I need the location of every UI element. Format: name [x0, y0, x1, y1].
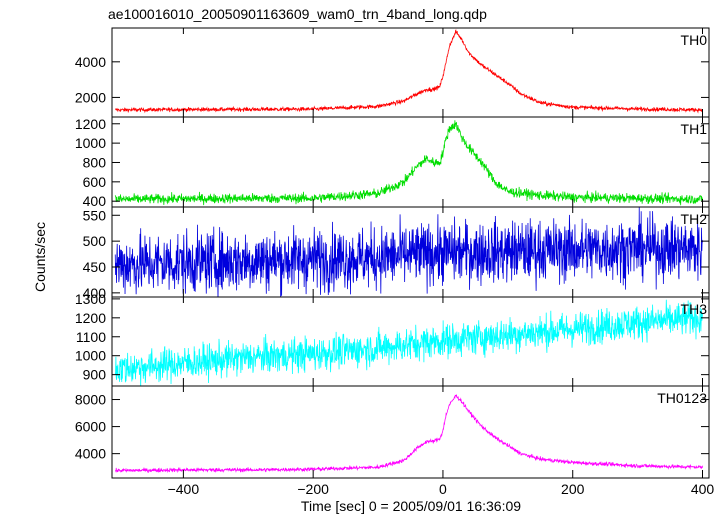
panel-label: TH1 [681, 121, 708, 137]
y-tick-label: 450 [83, 259, 107, 275]
y-tick-label: 1300 [75, 291, 106, 307]
y-axis-label: Counts/sec [32, 222, 48, 292]
panel-frame [111, 27, 710, 118]
y-tick-label: 4000 [75, 54, 106, 70]
y-tick-label: 1000 [75, 135, 106, 151]
y-tick-label: 1200 [75, 310, 106, 326]
chart-title: ae100016010_20050901163609_wam0_trn_4ban… [108, 6, 487, 22]
x-tick-label: 400 [691, 481, 715, 497]
y-tick-label: 500 [83, 233, 107, 249]
panel-frame [111, 385, 710, 479]
x-tick-label: −200 [297, 481, 329, 497]
y-tick-label: 900 [83, 367, 107, 383]
series-th3-line [114, 299, 703, 386]
series-th0-line [114, 29, 703, 114]
y-tick-label: 400 [83, 285, 107, 301]
y-tick-label: 550 [83, 207, 107, 223]
x-axis-label: Time [sec] 0 = 2005/09/01 16:36:09 [301, 498, 521, 514]
panel-label: TH3 [681, 301, 708, 317]
x-tick-label: 0 [439, 481, 447, 497]
y-tick-label: 1100 [76, 329, 106, 345]
series-th2-line [114, 207, 703, 297]
y-tick-label: 400 [83, 193, 107, 209]
y-tick-label: 8000 [75, 392, 106, 408]
panel-label: TH0123 [657, 390, 707, 406]
panel-label: TH2 [681, 211, 708, 227]
panel-label: TH0 [681, 32, 708, 48]
x-tick-label: 200 [561, 481, 585, 497]
series-th1-line [114, 120, 703, 206]
y-tick-label: 4000 [75, 446, 106, 462]
series-th0123-line [114, 394, 703, 474]
y-tick-label: 1200 [75, 116, 106, 132]
panels: 2000 4000 TH0 400 600 800 1000 1200 TH1 400 450 500… [75, 27, 710, 479]
panel-th0123: 4000 6000 8000 TH0123 [75, 385, 710, 479]
panel-th1: 400 600 800 1000 1200 TH1 [75, 116, 710, 209]
y-tick-label: 6000 [75, 419, 106, 435]
y-tick-label: 800 [83, 154, 107, 170]
x-tick-label: −400 [168, 481, 200, 497]
panel-th2: 400 450 500 550 TH2 [83, 206, 710, 301]
panel-th3: 900 1000 1100 1200 1300 TH3 [75, 291, 710, 387]
x-axis-ticks: −400 −200 0 200 400 [168, 481, 715, 497]
y-tick-label: 2000 [75, 89, 106, 105]
y-tick-label: 1000 [75, 348, 106, 364]
y-tick-label: 600 [83, 174, 107, 190]
panel-th0: 2000 4000 TH0 [75, 27, 710, 118]
